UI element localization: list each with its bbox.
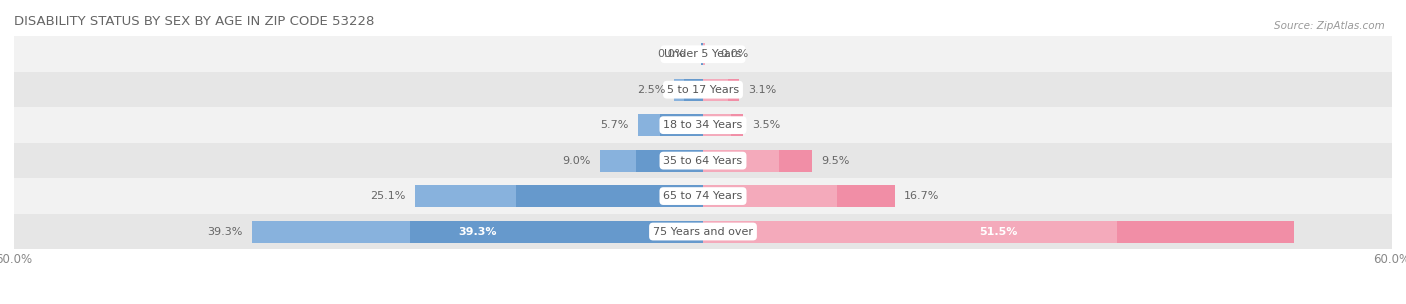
Text: 9.0%: 9.0% [562, 156, 591, 166]
Text: 5 to 17 Years: 5 to 17 Years [666, 85, 740, 95]
Text: Under 5 Years: Under 5 Years [665, 49, 741, 59]
Bar [703, 114, 744, 136]
Bar [1116, 221, 1295, 243]
Text: 18 to 34 Years: 18 to 34 Years [664, 120, 742, 130]
Text: 35 to 64 Years: 35 to 64 Years [664, 156, 742, 166]
Text: 3.1%: 3.1% [748, 85, 776, 95]
Text: 9.5%: 9.5% [821, 156, 849, 166]
Bar [14, 72, 1392, 107]
Bar [703, 43, 704, 65]
Text: 0.0%: 0.0% [720, 49, 748, 59]
Text: 0.0%: 0.0% [658, 49, 686, 59]
Bar [637, 114, 703, 136]
Text: 25.1%: 25.1% [370, 191, 405, 201]
Bar [702, 43, 703, 65]
Text: 2.5%: 2.5% [637, 85, 665, 95]
Bar [675, 79, 685, 101]
Bar [14, 214, 1392, 249]
Bar [415, 185, 703, 207]
Bar [14, 36, 1392, 72]
Text: 51.5%: 51.5% [980, 226, 1018, 237]
Bar [703, 221, 1295, 243]
Bar [252, 221, 703, 243]
Bar [837, 185, 894, 207]
Bar [415, 185, 516, 207]
Bar [14, 107, 1392, 143]
Bar [252, 221, 409, 243]
Bar [599, 150, 636, 171]
Text: DISABILITY STATUS BY SEX BY AGE IN ZIP CODE 53228: DISABILITY STATUS BY SEX BY AGE IN ZIP C… [14, 16, 374, 28]
Bar [675, 79, 703, 101]
Bar [599, 150, 703, 171]
Bar [14, 178, 1392, 214]
Text: 65 to 74 Years: 65 to 74 Years [664, 191, 742, 201]
Bar [637, 114, 661, 136]
Text: 75 Years and over: 75 Years and over [652, 226, 754, 237]
Bar [703, 79, 738, 101]
Text: 16.7%: 16.7% [904, 191, 939, 201]
Text: 39.3%: 39.3% [207, 226, 243, 237]
Text: Source: ZipAtlas.com: Source: ZipAtlas.com [1274, 21, 1385, 31]
Text: 39.3%: 39.3% [458, 226, 496, 237]
Bar [14, 143, 1392, 178]
Bar [731, 114, 744, 136]
Text: 5.7%: 5.7% [600, 120, 628, 130]
Bar [703, 150, 813, 171]
Bar [703, 185, 894, 207]
Bar [779, 150, 813, 171]
Text: 3.5%: 3.5% [752, 120, 780, 130]
Bar [728, 79, 738, 101]
